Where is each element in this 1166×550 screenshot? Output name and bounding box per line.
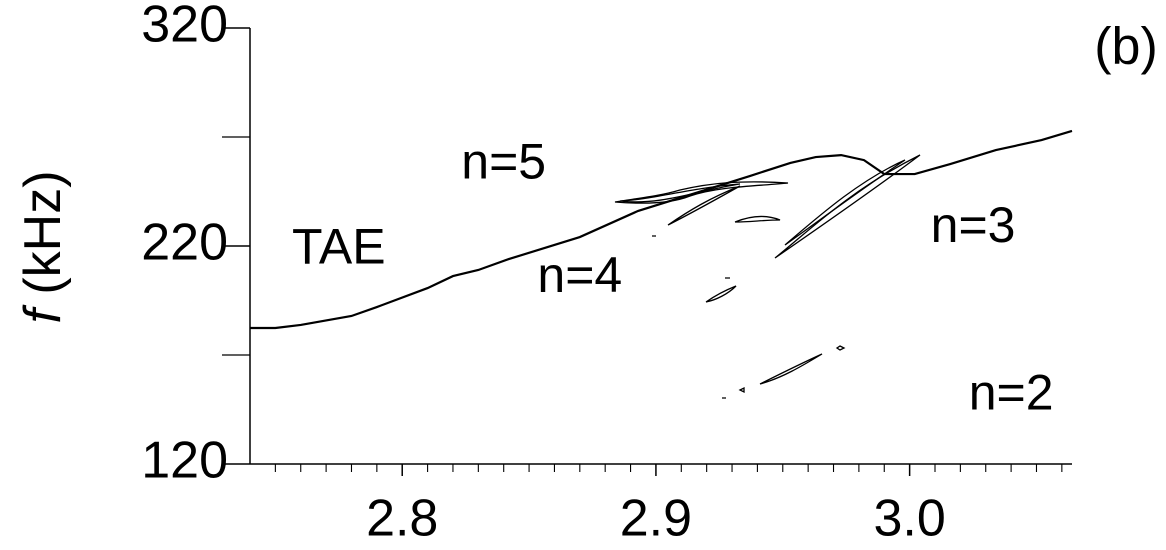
annotation: n=3	[931, 197, 1016, 253]
y-tick-label: 120	[141, 432, 228, 490]
contours	[614, 154, 921, 399]
contour	[619, 183, 741, 203]
contour	[784, 159, 906, 246]
chart-title: (b)	[1094, 18, 1158, 76]
tae-line	[250, 129, 1073, 330]
x-tick-label: 2.8	[366, 490, 438, 548]
annotation: n=2	[969, 365, 1054, 421]
contour	[705, 285, 737, 303]
y-axis-unit: (kHz)	[14, 170, 72, 294]
contour	[734, 215, 781, 223]
annotation: n=4	[537, 247, 622, 303]
y-tick-label: 320	[141, 0, 228, 54]
contour	[652, 235, 846, 399]
contour	[774, 154, 921, 259]
contour	[759, 353, 823, 385]
contour	[667, 185, 741, 226]
y-axis-variable: f	[14, 305, 72, 324]
y-axis-label: f (kHz)	[14, 170, 72, 323]
annotation: n=5	[461, 134, 546, 190]
x-tick-label: 3.0	[873, 490, 945, 548]
x-tick-label: 2.9	[620, 490, 692, 548]
y-tick-label: 220	[141, 214, 228, 272]
annotation: TAE	[292, 219, 386, 275]
